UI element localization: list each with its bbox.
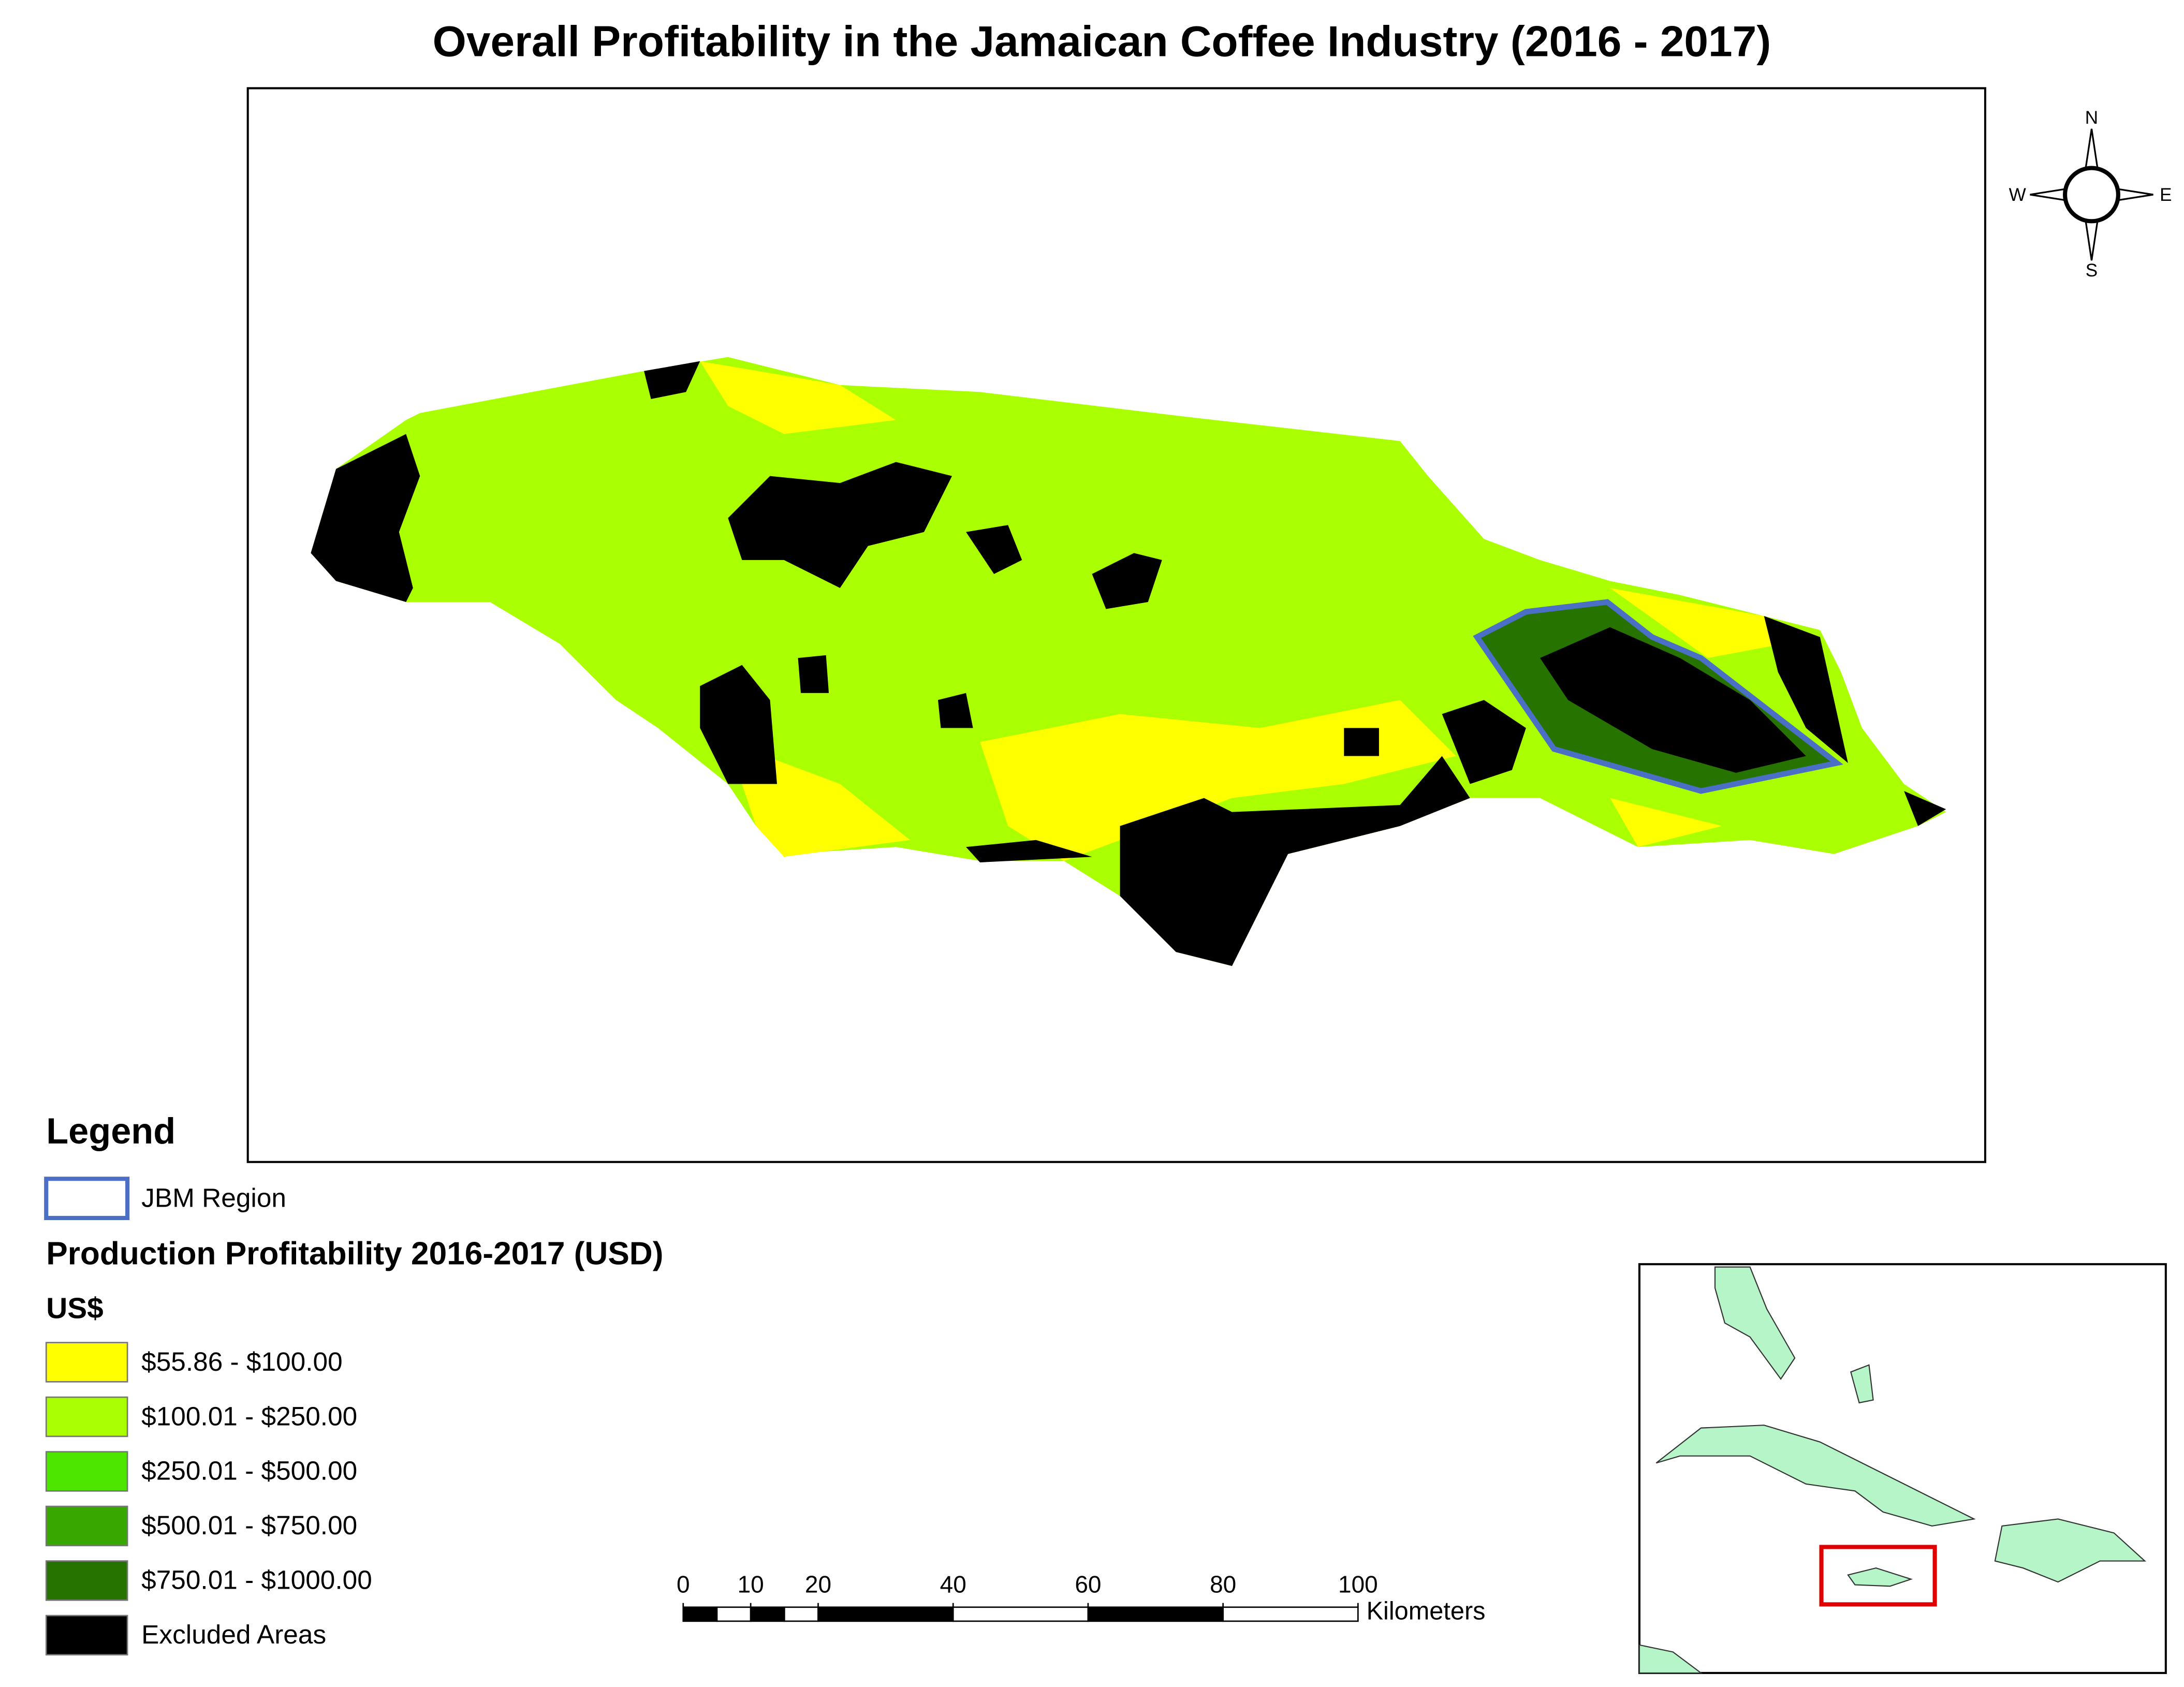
- patch: [311, 434, 420, 602]
- legend-label: $500.01 - $750.00: [141, 1510, 357, 1540]
- patch: [966, 840, 1092, 863]
- scale-unit: Kilometers: [1367, 1597, 1486, 1625]
- legend-swatch: [45, 1396, 128, 1437]
- scale-segment: [1222, 1606, 1359, 1622]
- scale-label: 60: [1075, 1571, 1101, 1597]
- scale-label: 80: [1210, 1571, 1236, 1597]
- patch: [728, 462, 952, 588]
- north-arrow: [2030, 128, 2153, 261]
- legend-items: $55.86 - $100.00 $100.01 - $250.00 $250.01…: [45, 1342, 372, 1656]
- legend-label: $100.01 - $250.00: [141, 1401, 357, 1431]
- scale-label: 100: [1338, 1571, 1378, 1597]
- legend-label: $55.86 - $100.00: [141, 1346, 343, 1376]
- patch: [1120, 756, 1470, 966]
- scale-label: 40: [940, 1571, 966, 1597]
- compass-s: S: [2086, 260, 2098, 281]
- legend-label: JBM Region: [141, 1182, 286, 1212]
- scale-label: 0: [677, 1571, 690, 1597]
- scale-segment: [1087, 1606, 1224, 1622]
- scale-segment: [750, 1606, 785, 1622]
- patch: [1610, 798, 1722, 847]
- compass-e: E: [2160, 185, 2172, 205]
- jamaica-inset: [1847, 1567, 1913, 1587]
- patch: [1442, 700, 1526, 784]
- legend-unit: US$: [46, 1292, 103, 1325]
- island: [1850, 1364, 1874, 1404]
- scale-label: 20: [805, 1571, 831, 1597]
- inset-frame: [1638, 1263, 2167, 1674]
- patch: [1904, 791, 1946, 826]
- compass-w: W: [2009, 185, 2027, 205]
- legend-swatch: [45, 1615, 128, 1656]
- legend-label: $750.01 - $1000.00: [141, 1565, 372, 1595]
- scale-segment: [716, 1606, 752, 1622]
- patch: [644, 361, 700, 399]
- scale-segment: [783, 1606, 819, 1622]
- patch: [1344, 728, 1379, 756]
- island: [311, 357, 1946, 966]
- patch: [798, 655, 829, 693]
- scale-segment: [817, 1606, 954, 1622]
- patch: [938, 693, 973, 728]
- legend-swatch: [44, 1177, 130, 1221]
- patch: [1764, 616, 1848, 763]
- legend-title: Legend: [46, 1110, 175, 1151]
- legend-swatch: [45, 1560, 128, 1601]
- hispaniola: [1994, 1518, 2147, 1583]
- legend-label: $250.01 - $500.00: [141, 1456, 357, 1486]
- jamaica-map: [311, 357, 1946, 966]
- legend-label: Excluded Areas: [141, 1619, 326, 1649]
- legend-swatch: [45, 1342, 128, 1383]
- mainland: [1638, 1644, 1703, 1674]
- florida: [1714, 1266, 1796, 1380]
- cuba: [1655, 1425, 1976, 1527]
- patch: [980, 700, 1456, 861]
- inset-map: [1638, 1263, 2167, 1674]
- excluded-areas: [311, 361, 1946, 966]
- scale-segment: [952, 1606, 1089, 1622]
- scale-label: 10: [738, 1571, 764, 1597]
- compass-n: N: [2085, 108, 2098, 128]
- map-title: Overall Profitability in the Jamaican Co…: [433, 17, 1771, 66]
- patch: [700, 665, 777, 784]
- patch: [966, 525, 1022, 574]
- patch: [1610, 588, 1820, 658]
- patch: [700, 361, 896, 434]
- scale-segment: [682, 1606, 718, 1622]
- compass-ring: [2063, 166, 2120, 224]
- location-box: [1819, 1545, 1937, 1607]
- legend-section-title: Production Profitability 2016-2017 (USD): [46, 1236, 663, 1271]
- legend-swatch: [45, 1505, 128, 1547]
- legend-swatch: [45, 1451, 128, 1492]
- excluded-mountains: [1540, 627, 1806, 773]
- patch: [1092, 553, 1162, 609]
